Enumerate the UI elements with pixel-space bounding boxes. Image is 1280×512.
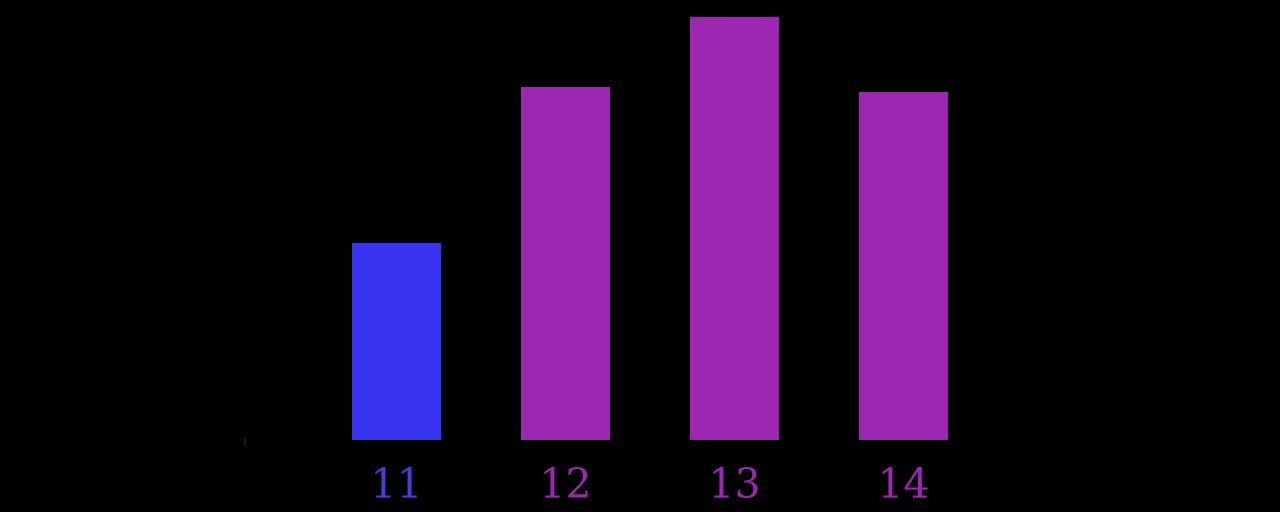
bar-12 [521,87,610,440]
x-tick-label-13: 13 [708,460,761,508]
bar-14 [859,92,948,440]
x-axis-tick [244,437,246,446]
x-tick-label-12: 12 [539,460,592,508]
x-tick-label-14: 14 [877,460,930,508]
x-tick-label-11: 11 [370,460,423,508]
bar-13 [690,17,779,440]
bar-11 [352,243,441,440]
